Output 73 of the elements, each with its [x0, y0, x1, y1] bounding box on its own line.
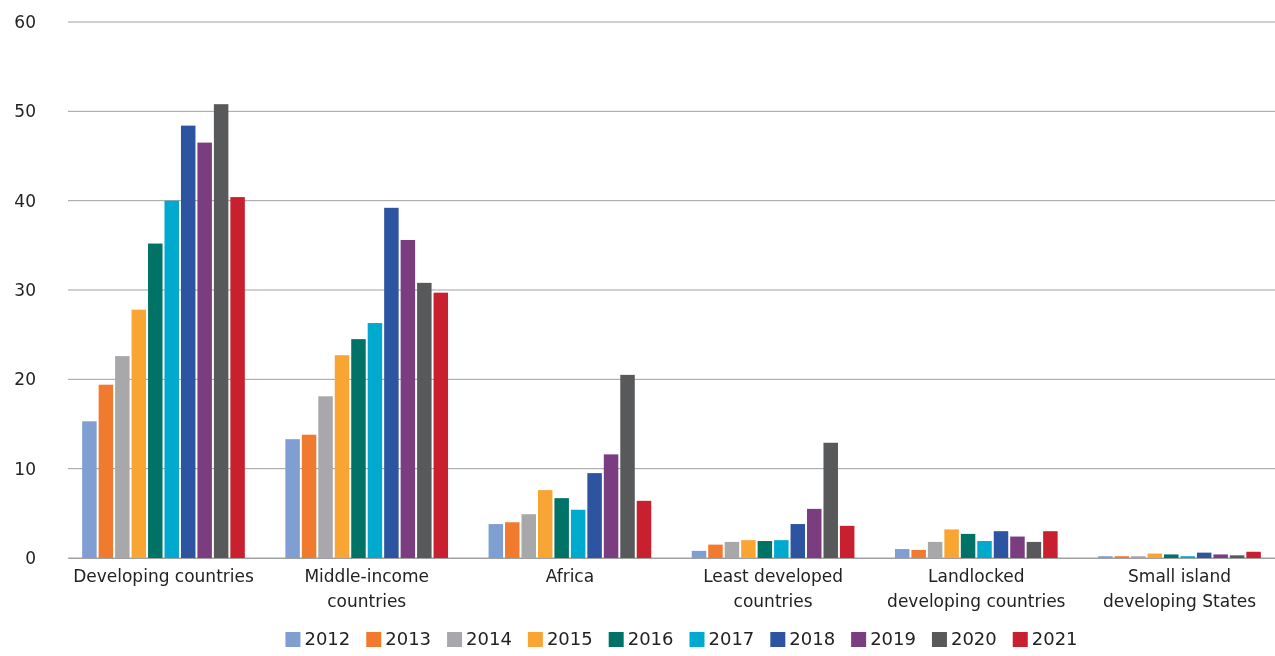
y-tick-label: 0 — [25, 547, 36, 568]
y-tick-label: 10 — [14, 458, 36, 479]
legend-label: 2016 — [627, 628, 674, 649]
y-tick-label: 40 — [14, 190, 36, 211]
legend-label: 2012 — [304, 628, 351, 649]
x-tick-label: Least developed countries — [703, 566, 844, 611]
bar — [367, 323, 383, 558]
legend-label: 2014 — [466, 628, 512, 649]
y-tick-label: 50 — [14, 101, 36, 122]
bar — [148, 243, 163, 558]
bar — [960, 533, 976, 558]
bar — [213, 104, 229, 558]
bar — [230, 197, 245, 558]
bar — [1043, 531, 1058, 558]
bar — [417, 282, 432, 558]
legend-label: 2013 — [385, 628, 432, 649]
bar — [839, 525, 855, 558]
bar — [1010, 536, 1025, 558]
bar — [180, 125, 196, 558]
bar — [741, 540, 756, 558]
x-tick-label: Small island developing States — [1102, 566, 1257, 611]
bar — [131, 309, 147, 558]
bar — [944, 529, 959, 558]
bar — [603, 454, 619, 558]
x-tick-label: Africa — [545, 566, 595, 587]
bar — [1246, 551, 1261, 558]
bar — [1196, 552, 1212, 558]
bar — [384, 207, 399, 558]
bar — [285, 439, 300, 558]
bar — [823, 442, 838, 558]
bar — [351, 339, 366, 558]
y-tick-label: 60 — [14, 11, 36, 32]
legend-label: 2015 — [546, 628, 593, 649]
bar — [570, 509, 586, 558]
bar — [587, 473, 602, 558]
bar — [82, 421, 97, 558]
bar — [977, 541, 992, 558]
bar — [433, 292, 449, 558]
bar — [164, 200, 179, 558]
bar — [554, 498, 569, 558]
legend-label: 2019 — [870, 628, 916, 649]
bar — [334, 355, 350, 558]
x-tick-label: Landlocked developing countries — [887, 566, 1066, 611]
bar — [488, 524, 504, 558]
bar — [911, 549, 926, 558]
y-tick-label: 20 — [14, 369, 36, 390]
legend-label: 2017 — [708, 628, 755, 649]
bar — [757, 541, 773, 558]
bar — [537, 490, 553, 558]
bar — [1213, 554, 1228, 558]
bar — [894, 549, 910, 558]
bar — [197, 142, 212, 558]
legend-label: 2020 — [950, 628, 997, 649]
legend-label: 2021 — [1031, 628, 1078, 649]
bar — [98, 384, 114, 558]
bar — [505, 522, 520, 558]
bar — [620, 374, 635, 558]
bar — [774, 540, 789, 558]
legend-label: 2018 — [789, 628, 836, 649]
bar — [691, 550, 707, 558]
bar — [708, 544, 723, 558]
bar — [1026, 541, 1042, 558]
bar — [993, 531, 1009, 558]
bar — [636, 500, 652, 558]
x-tick-label: Developing countries — [73, 566, 254, 587]
bar — [790, 524, 806, 558]
y-tick-label: 30 — [14, 279, 36, 300]
bar — [1164, 554, 1179, 558]
bar — [301, 434, 317, 558]
bar — [807, 508, 822, 558]
bar — [400, 239, 416, 558]
x-tick-label: Middle-income countries — [304, 566, 429, 611]
bar — [1229, 555, 1245, 558]
